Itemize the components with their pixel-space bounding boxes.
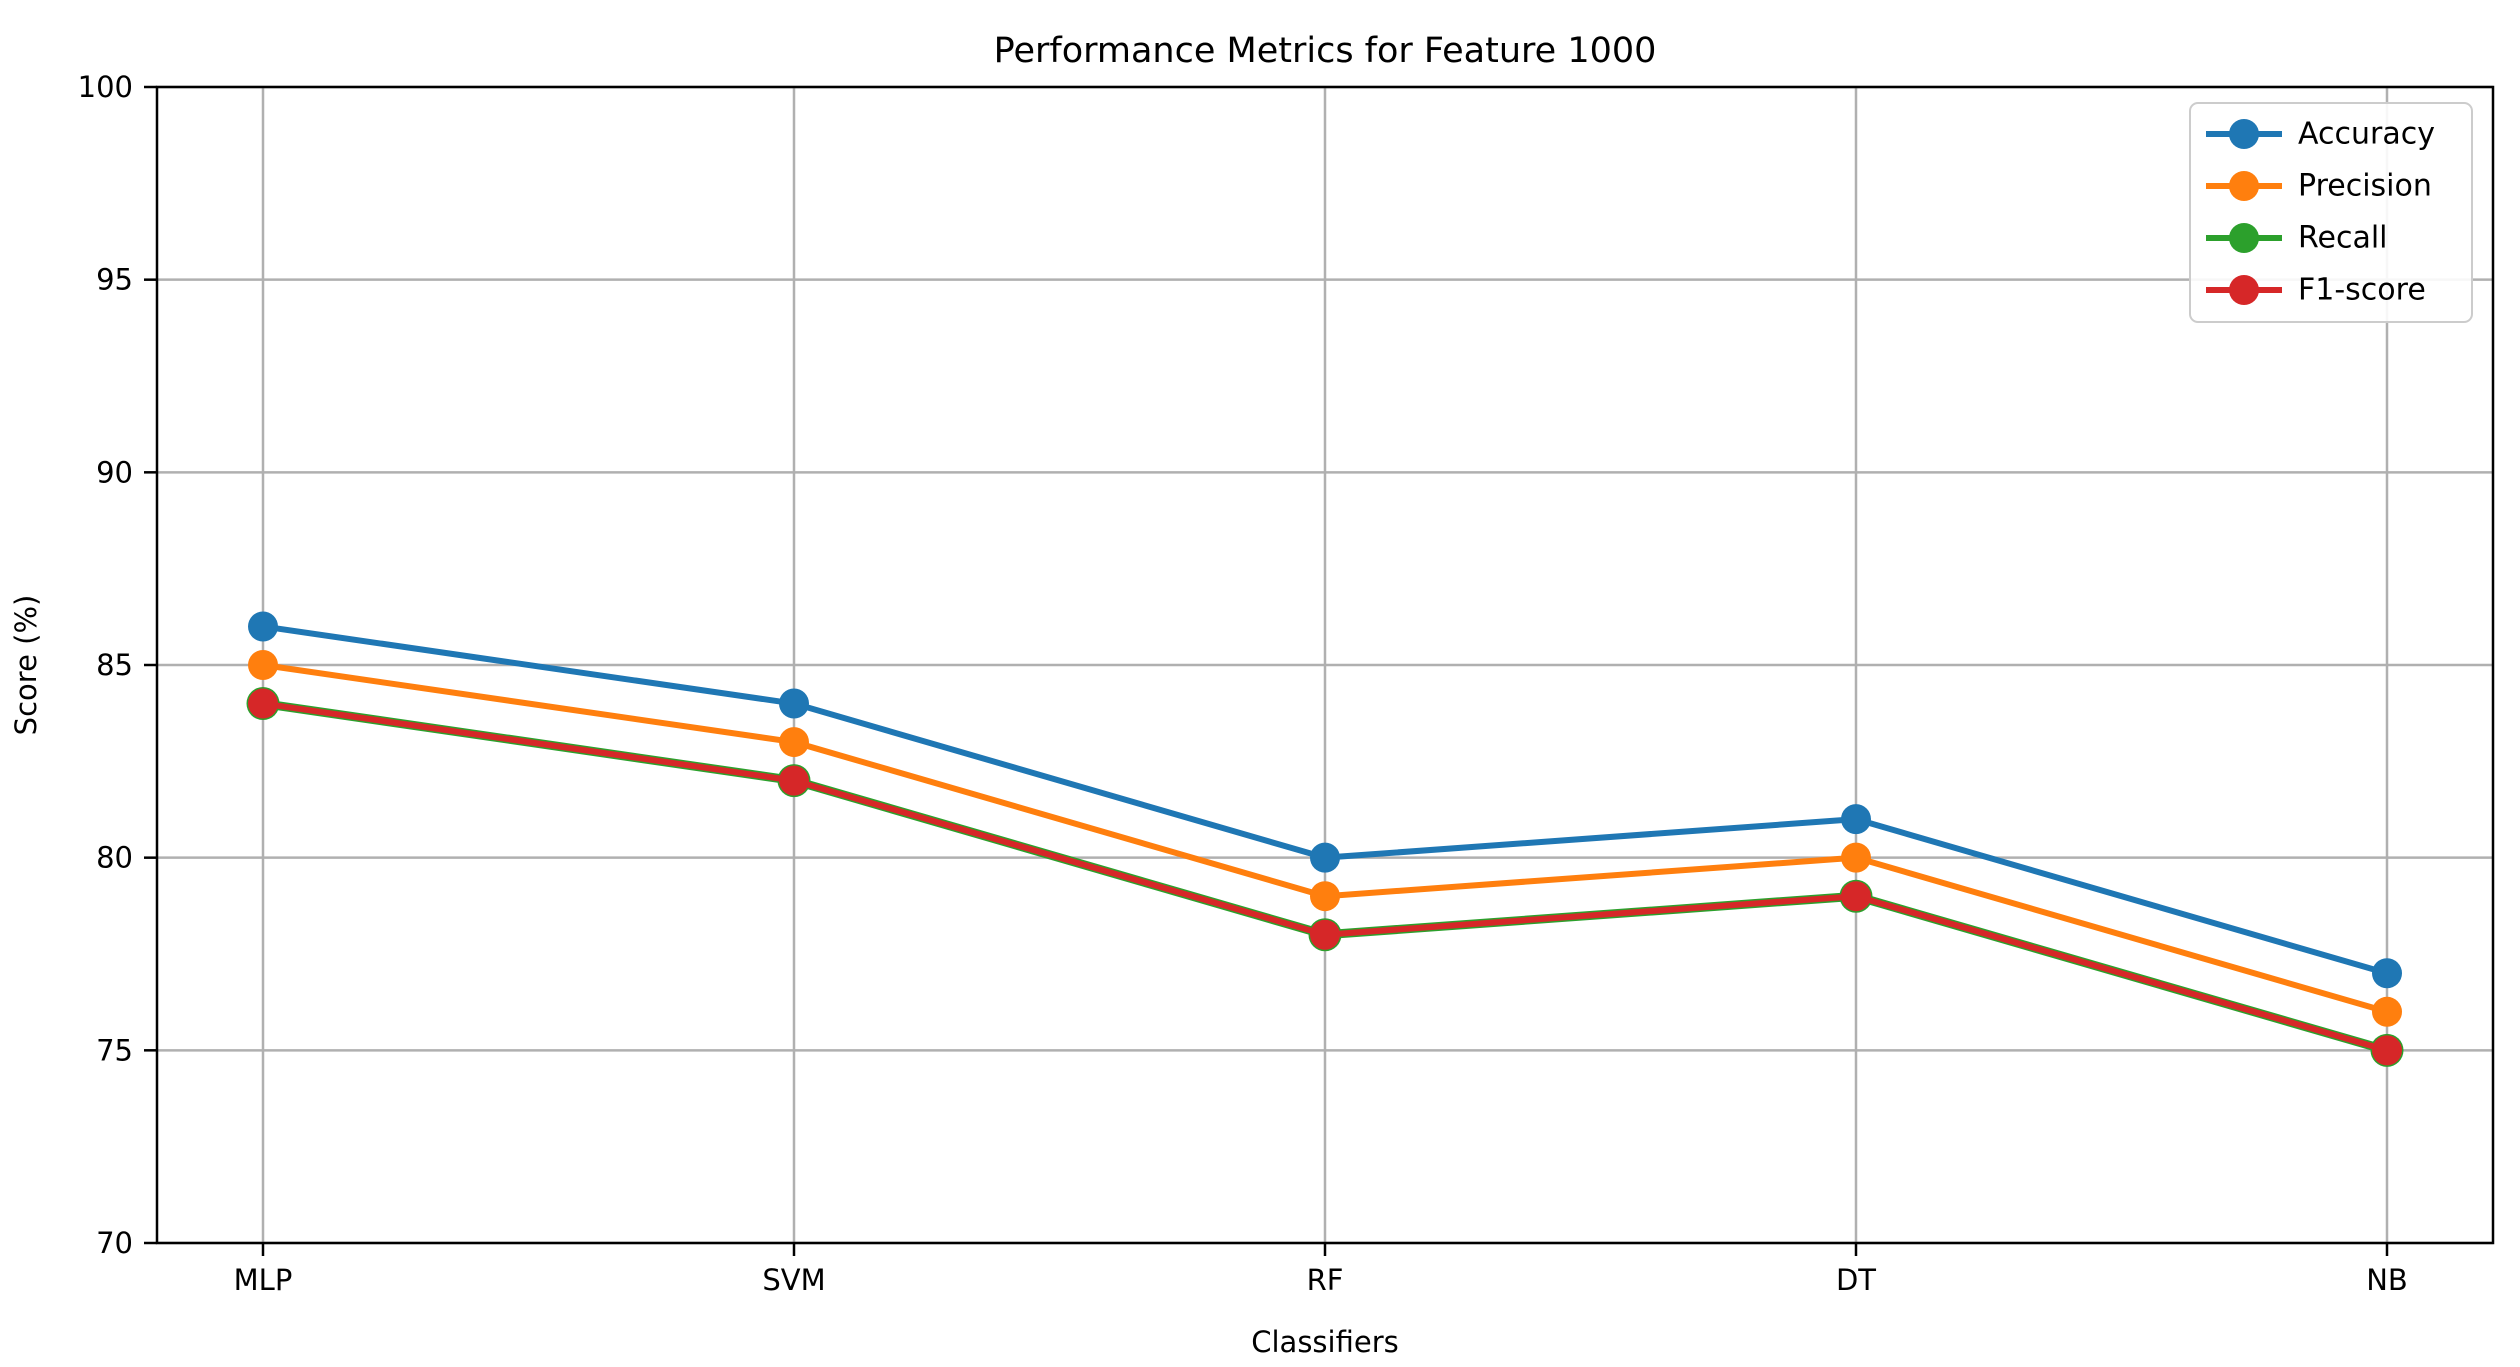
data-point-accuracy-dt: [1841, 804, 1871, 835]
x-tick-label: NB: [2366, 1263, 2408, 1297]
x-tick-label: RF: [1307, 1263, 1344, 1297]
x-tick-label: SVM: [762, 1263, 825, 1297]
y-tick-label: 70: [96, 1226, 133, 1260]
legend-label-precision: Precision: [2298, 169, 2432, 204]
data-point-accuracy-svm: [779, 688, 809, 719]
legend-marker-accuracy: [2229, 119, 2259, 149]
data-point-f1-score-rf: [1310, 919, 1340, 950]
data-point-precision-svm: [779, 727, 809, 758]
series-lines: [246, 611, 2404, 1067]
legend-marker-recall: [2229, 223, 2259, 253]
legend-marker-precision: [2229, 171, 2259, 201]
data-point-f1-score-mlp: [248, 688, 278, 719]
legend-label-recall: Recall: [2298, 221, 2388, 256]
legend-marker-f1-score: [2229, 275, 2259, 305]
x-tick-label: MLP: [234, 1263, 293, 1297]
y-tick-label: 100: [78, 70, 133, 104]
data-point-precision-nb: [2372, 996, 2402, 1027]
data-point-accuracy-nb: [2372, 958, 2402, 989]
data-point-f1-score-dt: [1841, 881, 1871, 912]
chart-title: Performance Metrics for Feature 1000: [994, 31, 1657, 71]
data-point-precision-mlp: [248, 650, 278, 680]
y-tick-label: 75: [96, 1033, 133, 1067]
y-tick-label: 85: [96, 648, 133, 682]
axis-ticks: 70 75 80 85 90 95 100 MLP SVM RF DT NB: [78, 70, 2408, 1297]
y-tick-label: 90: [96, 455, 133, 489]
data-point-precision-rf: [1310, 881, 1340, 912]
x-tick-label: DT: [1836, 1263, 1876, 1297]
legend-label-f1-score: F1-score: [2298, 273, 2426, 308]
y-tick-label: 80: [96, 841, 133, 875]
legend-label-accuracy: Accuracy: [2298, 117, 2435, 152]
data-point-f1-score-nb: [2372, 1035, 2402, 1066]
x-axis-label: Classifiers: [1251, 1325, 1399, 1359]
data-point-precision-dt: [1841, 842, 1871, 873]
legend: Accuracy Precision Recall F1-score: [2189, 102, 2473, 323]
gridlines: [157, 85, 2493, 1245]
data-point-accuracy-mlp: [248, 611, 278, 642]
legend-box: [2189, 102, 2473, 323]
data-point-accuracy-rf: [1310, 842, 1340, 873]
data-point-f1-score-svm: [779, 765, 809, 796]
y-tick-label: 95: [96, 263, 133, 297]
y-axis-label: Score (%): [9, 595, 43, 736]
